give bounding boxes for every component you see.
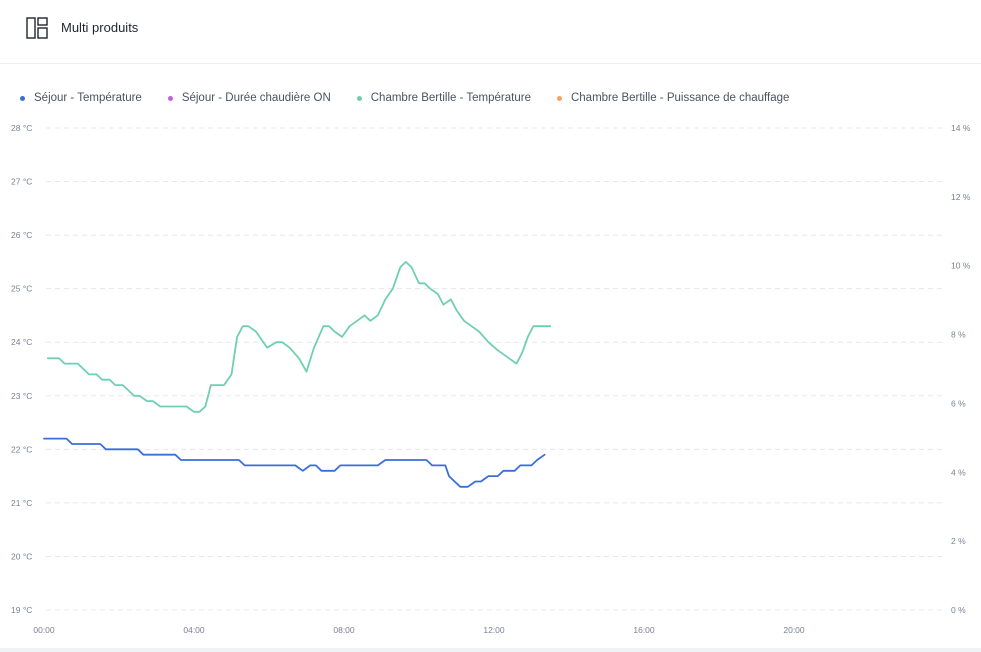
- x-tick-label: 04:00: [183, 625, 205, 635]
- y-tick-label-left: 26 °C: [11, 230, 32, 240]
- y-tick-label-left: 19 °C: [11, 605, 32, 615]
- legend-label: Chambre Bertille - Température: [370, 92, 531, 104]
- legend-label: Séjour - Durée chaudière ON: [181, 92, 331, 104]
- series-line: [46, 261, 552, 413]
- legend-item-chambre-temperature[interactable]: Chambre Bertille - Température: [356, 92, 531, 104]
- x-tick-label: 16:00: [633, 625, 655, 635]
- legend-dot: [556, 95, 562, 101]
- chart-svg: 19 °C 20 °C 21 °C 22 °C 23 °C 24 °C 25 °C 26 °C…: [11, 123, 971, 635]
- legend-dot: [356, 95, 362, 101]
- y-tick-label-right: 6 %: [951, 398, 966, 408]
- y-tick-label-right: 2 %: [951, 536, 966, 546]
- legend-dot: [20, 95, 25, 101]
- y-tick-label-left: 22 °C: [11, 444, 32, 454]
- y-tick-label-left: 21 °C: [11, 498, 32, 508]
- page-title: Multi produits: [61, 20, 139, 35]
- y-tick-label-left: 23 °C: [11, 391, 32, 401]
- legend-dot: [167, 95, 173, 101]
- x-tick-label: 00:00: [33, 625, 55, 635]
- card-header: Multi produits: [0, 0, 981, 64]
- layout-icon: [26, 17, 48, 39]
- y-tick-label-left: 27 °C: [11, 177, 32, 187]
- legend-item-sejour-duree-chaudiere[interactable]: Séjour - Durée chaudière ON: [167, 92, 331, 104]
- y-tick-label-right: 12 %: [951, 192, 971, 202]
- legend-item-sejour-temperature[interactable]: Séjour - Température: [20, 92, 142, 104]
- y-tick-label-left: 28 °C: [11, 123, 32, 133]
- y-tick-label-right: 0 %: [951, 605, 966, 615]
- y-tick-label-right: 10 %: [951, 261, 971, 271]
- y-tick-label-right: 14 %: [951, 123, 971, 133]
- legend-item-chambre-puissance[interactable]: Chambre Bertille - Puissance de chauffag…: [556, 92, 790, 104]
- line-chart: 19 °C 20 °C 21 °C 22 °C 23 °C 24 °C 25 °C 26 °C…: [0, 110, 981, 648]
- bottom-divider: [0, 648, 981, 652]
- y-tick-label-left: 24 °C: [11, 337, 32, 347]
- y-tick-label-right: 4 %: [951, 467, 966, 477]
- series-line: [43, 437, 546, 488]
- chart-legend: Séjour - Température Séjour - Durée chau…: [20, 90, 815, 106]
- legend-label: Chambre Bertille - Puissance de chauffag…: [570, 92, 790, 104]
- legend-label: Séjour - Température: [34, 92, 142, 104]
- y-tick-label-right: 8 %: [951, 330, 966, 340]
- x-tick-label: 08:00: [333, 625, 355, 635]
- y-tick-label-left: 25 °C: [11, 284, 32, 294]
- x-tick-label: 12:00: [483, 625, 505, 635]
- y-tick-label-left: 20 °C: [11, 551, 32, 561]
- x-tick-label: 20:00: [783, 625, 805, 635]
